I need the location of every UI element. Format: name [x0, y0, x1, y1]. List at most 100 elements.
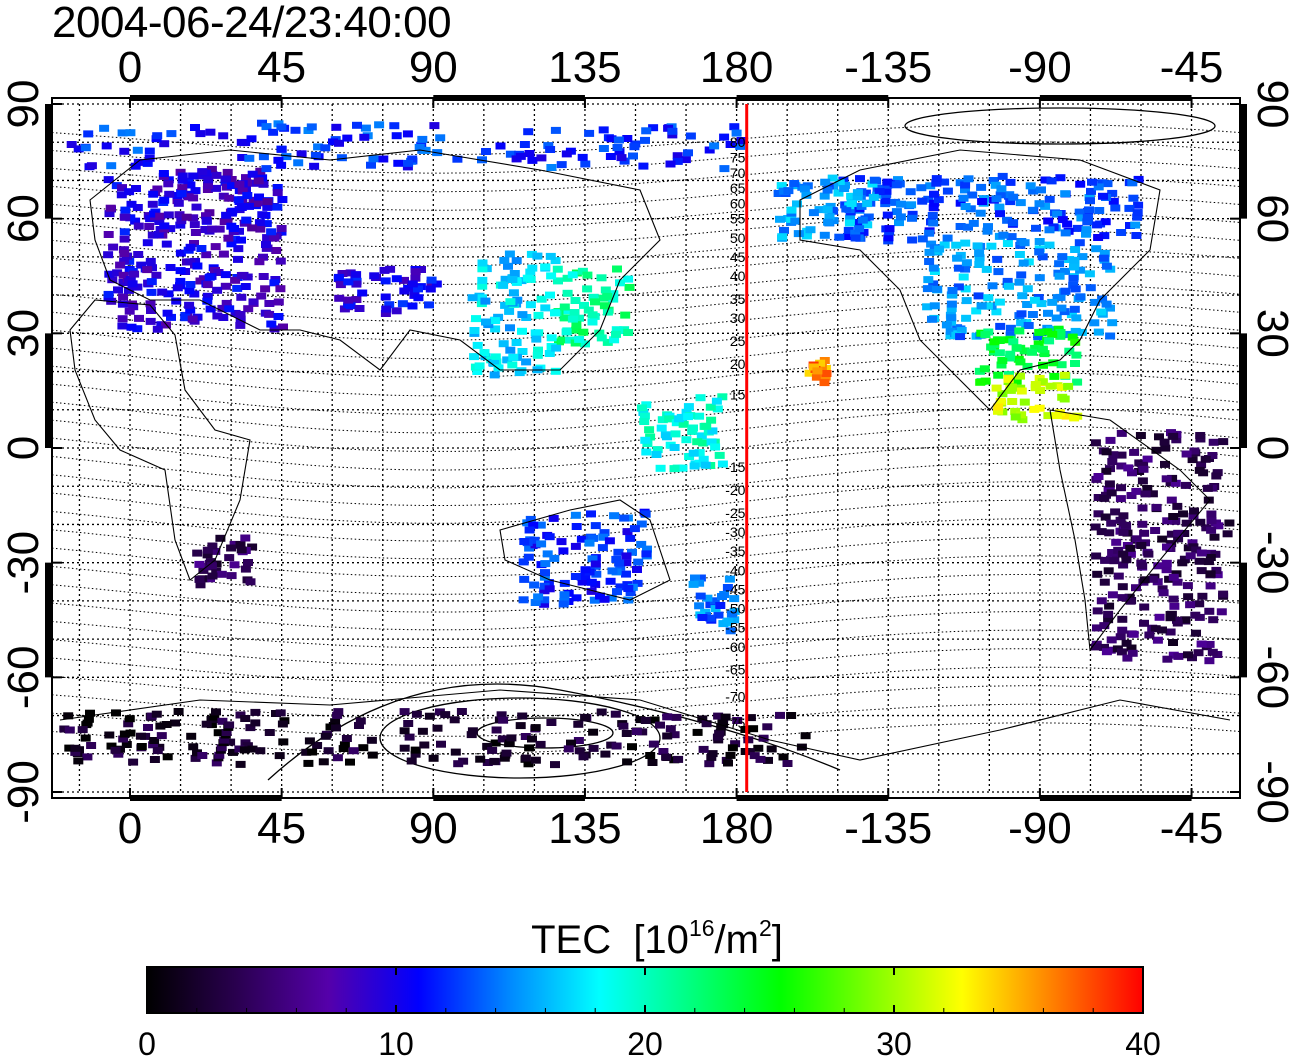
tec-cell-south-america — [1190, 611, 1201, 619]
tec-cell-central-asia — [410, 268, 421, 276]
tec-cell-alaska — [852, 189, 863, 197]
mlat-label: 60 — [730, 195, 746, 211]
tec-cell-north-america — [956, 327, 967, 334]
tec-cell-south-america — [1194, 557, 1205, 565]
tec-cell-north-america — [1016, 271, 1027, 279]
tec-cell-north-america — [1034, 248, 1045, 256]
tec-cell-south-america — [1191, 629, 1201, 637]
tec-cell-south-america — [1198, 469, 1209, 477]
tec-cell-europe — [185, 181, 196, 189]
tec-data-layer — [59, 119, 1235, 769]
tec-cell-south-america — [1167, 474, 1178, 482]
tec-cell-south-america — [1131, 487, 1142, 495]
tec-cell-south-america — [1196, 640, 1207, 648]
tec-cell-antarctica — [156, 732, 167, 740]
tec-cell-central-america — [1045, 382, 1056, 390]
tec-cell-south-america — [1104, 485, 1115, 493]
tec-cell-antarctica — [491, 726, 502, 734]
mlat-contour — [51, 592, 1241, 631]
tec-cell-canada — [893, 176, 903, 184]
tec-cell-antarctica — [611, 742, 622, 750]
tec-cell-north-america — [1105, 304, 1115, 312]
tec-cell-new-zealand — [695, 574, 706, 582]
tec-cell-japan — [562, 289, 573, 297]
tec-cell-new-zealand — [729, 595, 740, 603]
tec-cell-east-asia — [467, 294, 478, 302]
tec-cell-australia — [536, 540, 547, 548]
tec-cell-antarctica — [716, 723, 727, 731]
tec-cell-north-america — [961, 314, 972, 322]
tec-cell-south-america — [1168, 513, 1179, 520]
tec-cell-japan — [561, 328, 572, 336]
tec-cell-scandinavia — [177, 184, 188, 192]
tec-cell-antarctica — [333, 708, 344, 716]
tec-cell-canada — [995, 191, 1006, 199]
tec-cell-australia — [548, 514, 559, 522]
tec-cell-arctic — [336, 154, 347, 162]
tec-cell-australia — [587, 555, 598, 563]
tec-cell-japan — [609, 336, 620, 344]
tec-cell-pacific — [681, 436, 692, 444]
tec-cell-south-africa — [195, 581, 206, 589]
tec-cell-japan — [571, 321, 582, 329]
tec-cell-south-africa — [202, 546, 213, 554]
tec-cell-australia — [570, 573, 581, 580]
tec-cell-antarctica — [501, 749, 512, 757]
tec-cell-east-asia — [477, 282, 488, 290]
tec-cell-canada — [982, 227, 993, 235]
tec-cell-canada — [1062, 220, 1073, 228]
tec-cell-scandinavia — [163, 180, 174, 188]
tec-cell-antarctica — [146, 712, 157, 720]
tec-cell-alaska — [822, 186, 833, 194]
tec-cell-arctic — [672, 152, 683, 160]
tec-cell-south-america — [1203, 558, 1214, 566]
tec-cell-arctic — [276, 161, 287, 169]
tec-cell-arctic — [505, 150, 516, 158]
tec-cell-canada — [1075, 180, 1086, 188]
tec-cell-south-america — [1115, 633, 1126, 641]
tec-cell-scandinavia — [255, 167, 266, 175]
tec-cell-europe — [146, 307, 156, 314]
mlat-label: 25 — [730, 333, 746, 349]
tec-cell-antarctica — [170, 719, 180, 727]
tec-cell-arctic — [276, 123, 287, 131]
tec-cell-canada — [1043, 217, 1054, 225]
tec-cell-antarctica — [355, 717, 366, 725]
tec-cell-central-asia — [381, 305, 392, 313]
tec-cell-scandinavia — [188, 172, 199, 180]
tec-cell-canada — [894, 219, 904, 227]
tec-cell-south-america — [1108, 451, 1119, 459]
tec-cell-east-asia — [511, 339, 522, 346]
tec-cell-europe — [175, 267, 186, 275]
tec-cell-europe — [202, 292, 213, 300]
tec-cell-south-america — [1181, 519, 1192, 527]
tec-cell-north-america — [1029, 296, 1040, 304]
tec-cell-europe — [185, 306, 196, 314]
tec-cell-arctic — [580, 160, 591, 168]
tec-cell-arctic — [366, 161, 376, 169]
tec-cell-europe — [273, 298, 284, 306]
tec-cell-europe — [133, 251, 144, 258]
mlat-label: -40 — [725, 562, 745, 578]
tec-cell-australia — [530, 599, 541, 606]
tec-cell-central-asia — [416, 266, 426, 273]
tec-cell-australia — [570, 511, 581, 519]
tec-cell-europe — [151, 271, 162, 279]
tec-cell-south-america — [1154, 433, 1164, 441]
tec-cell-alaska — [776, 182, 787, 190]
tec-cell-arctic — [402, 130, 413, 138]
mlat-contour — [51, 573, 1241, 613]
tec-cell-east-asia — [546, 272, 557, 280]
tec-cell-australia — [588, 534, 599, 542]
mlat-contour — [51, 611, 1241, 649]
tec-cell-europe — [236, 272, 247, 279]
tec-cell-australia — [619, 514, 630, 522]
tec-cell-alaska — [846, 200, 857, 208]
tec-cell-new-zealand — [690, 574, 700, 582]
tec-cell-europe — [120, 213, 131, 221]
tec-cell-pacific — [694, 459, 705, 467]
tec-cell-japan — [608, 290, 619, 298]
tec-cell-europe — [204, 273, 215, 281]
tec-cell-canada — [907, 210, 918, 218]
tec-cell-pacific — [637, 404, 647, 412]
